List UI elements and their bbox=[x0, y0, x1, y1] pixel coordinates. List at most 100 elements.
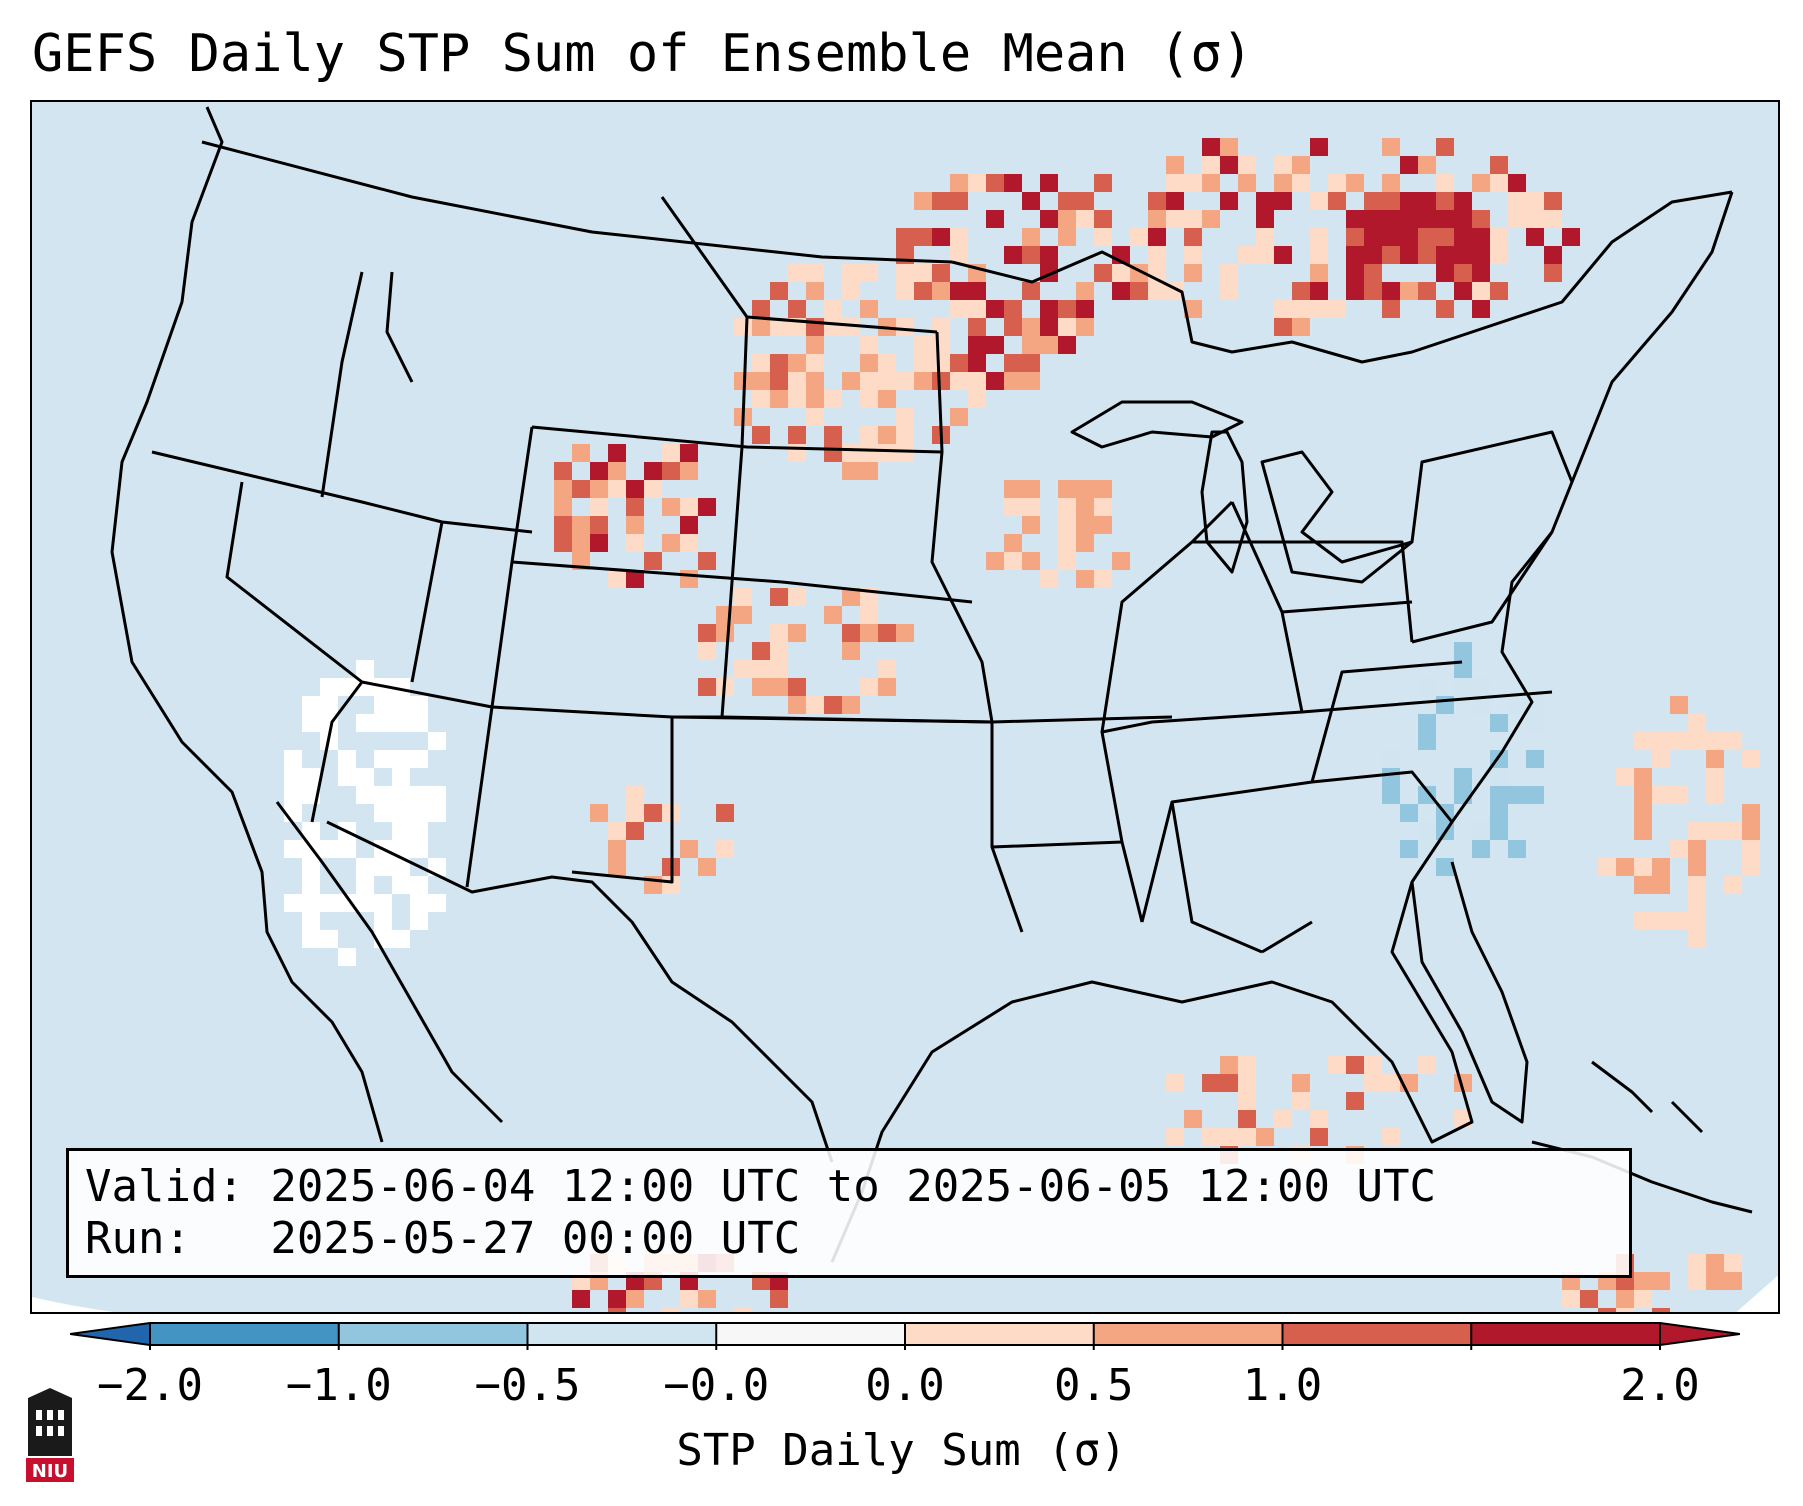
anomaly-cell bbox=[770, 354, 788, 372]
anomaly-cell bbox=[320, 930, 338, 948]
lake-michigan bbox=[1200, 430, 1249, 574]
anomaly-cell bbox=[392, 786, 410, 804]
anomaly-cell bbox=[356, 894, 374, 912]
anomaly-cell bbox=[1742, 858, 1760, 876]
anomaly-cell bbox=[1634, 732, 1652, 750]
anomaly-cell bbox=[1292, 1092, 1310, 1110]
anomaly-cell bbox=[1022, 336, 1040, 354]
anomaly-cell bbox=[788, 426, 806, 444]
anomaly-cell bbox=[1076, 300, 1094, 318]
anomaly-cell bbox=[968, 390, 986, 408]
anomaly-cell bbox=[1490, 822, 1508, 840]
anomaly-cell bbox=[1742, 804, 1760, 822]
anomaly-cell bbox=[1184, 174, 1202, 192]
anomaly-cell bbox=[1400, 156, 1418, 174]
anomaly-cell bbox=[1616, 858, 1634, 876]
anomaly-cell bbox=[356, 858, 374, 876]
anomaly-cell bbox=[698, 552, 716, 570]
anomaly-cell bbox=[320, 678, 338, 696]
anomaly-cell bbox=[1688, 894, 1706, 912]
anomaly-cell bbox=[788, 264, 806, 282]
anomaly-cell bbox=[1274, 192, 1292, 210]
great-lakes-border bbox=[951, 190, 1733, 364]
anomaly-cell bbox=[1364, 1074, 1382, 1092]
anomaly-cell bbox=[1634, 822, 1652, 840]
anomaly-cell bbox=[860, 426, 878, 444]
anomaly-cell bbox=[1454, 192, 1472, 210]
anomaly-cell bbox=[302, 894, 320, 912]
anomaly-cell bbox=[374, 912, 392, 930]
anomaly-cell bbox=[590, 498, 608, 516]
anomaly-cell bbox=[1040, 336, 1058, 354]
anomaly-cell bbox=[1094, 228, 1112, 246]
anomaly-cell bbox=[338, 840, 356, 858]
anomaly-cell bbox=[1094, 498, 1112, 516]
canada-border bbox=[201, 140, 953, 264]
anomaly-cell bbox=[1022, 372, 1040, 390]
anomaly-cell bbox=[410, 822, 428, 840]
anomaly-cell bbox=[860, 444, 878, 462]
anomaly-cell bbox=[1004, 480, 1022, 498]
anomaly-cell bbox=[680, 534, 698, 552]
anomaly-cell bbox=[1526, 786, 1544, 804]
colorbar-tick-label: 0.5 bbox=[1054, 1360, 1134, 1411]
anomaly-cell bbox=[1202, 138, 1220, 156]
anomaly-cell bbox=[878, 390, 896, 408]
anomaly-cell bbox=[1634, 1272, 1652, 1290]
anomaly-cell bbox=[716, 624, 734, 642]
anomaly-cell bbox=[824, 444, 842, 462]
mexico-border bbox=[326, 820, 834, 1163]
anomaly-cell bbox=[806, 390, 824, 408]
projection-edge-right bbox=[1736, 1275, 1778, 1312]
anomaly-cell bbox=[1238, 1110, 1256, 1128]
anomaly-cell bbox=[1616, 768, 1634, 786]
anomaly-cell bbox=[1112, 264, 1130, 282]
anomaly-cell bbox=[1094, 516, 1112, 534]
anomaly-cell bbox=[356, 660, 374, 678]
anomaly-cell bbox=[1652, 1272, 1670, 1290]
anomaly-cell bbox=[1076, 318, 1094, 336]
anomaly-cell bbox=[1310, 1110, 1328, 1128]
anomaly-cell bbox=[734, 318, 752, 336]
anomaly-cell bbox=[1058, 192, 1076, 210]
anomaly-cell bbox=[1022, 498, 1040, 516]
anomaly-cell bbox=[1454, 282, 1472, 300]
anomaly-cell bbox=[554, 498, 572, 516]
anomaly-cell bbox=[302, 876, 320, 894]
anomaly-cell bbox=[1184, 210, 1202, 228]
anomaly-cell bbox=[842, 462, 860, 480]
anomaly-cell bbox=[680, 570, 698, 588]
anomaly-cell bbox=[1742, 750, 1760, 768]
anomaly-cell bbox=[374, 804, 392, 822]
anomaly-cell bbox=[626, 570, 644, 588]
anomaly-cell bbox=[1544, 210, 1562, 228]
anomaly-cell bbox=[1724, 1272, 1742, 1290]
anomaly-cell bbox=[1382, 192, 1400, 210]
anomaly-cell bbox=[1400, 840, 1418, 858]
anomaly-cell bbox=[392, 858, 410, 876]
anomaly-cell bbox=[968, 300, 986, 318]
anomaly-cell bbox=[1472, 174, 1490, 192]
colorbar-tick-label: −0.0 bbox=[663, 1360, 770, 1411]
anomaly-cell bbox=[1310, 300, 1328, 318]
anomaly-cell bbox=[1418, 786, 1436, 804]
anomaly-cell bbox=[914, 228, 932, 246]
anomaly-cell bbox=[554, 480, 572, 498]
anomaly-cell bbox=[1652, 876, 1670, 894]
anomaly-cell bbox=[1616, 1308, 1634, 1312]
lake-superior bbox=[1070, 400, 1244, 449]
anomaly-cell bbox=[1418, 678, 1436, 696]
anomaly-cell bbox=[932, 192, 950, 210]
anomaly-cell bbox=[1706, 732, 1724, 750]
anomaly-cell bbox=[698, 678, 716, 696]
anomaly-cell bbox=[1418, 732, 1436, 750]
anomaly-cell bbox=[302, 930, 320, 948]
anomaly-cell bbox=[1454, 786, 1472, 804]
anomaly-cell bbox=[374, 714, 392, 732]
anomaly-cell bbox=[1202, 1128, 1220, 1146]
anomaly-cell bbox=[1454, 246, 1472, 264]
lake-huron-erie bbox=[1260, 450, 1414, 584]
anomaly-cell bbox=[1328, 174, 1346, 192]
anomaly-cell bbox=[1202, 1074, 1220, 1092]
anomaly-cell bbox=[1256, 228, 1274, 246]
